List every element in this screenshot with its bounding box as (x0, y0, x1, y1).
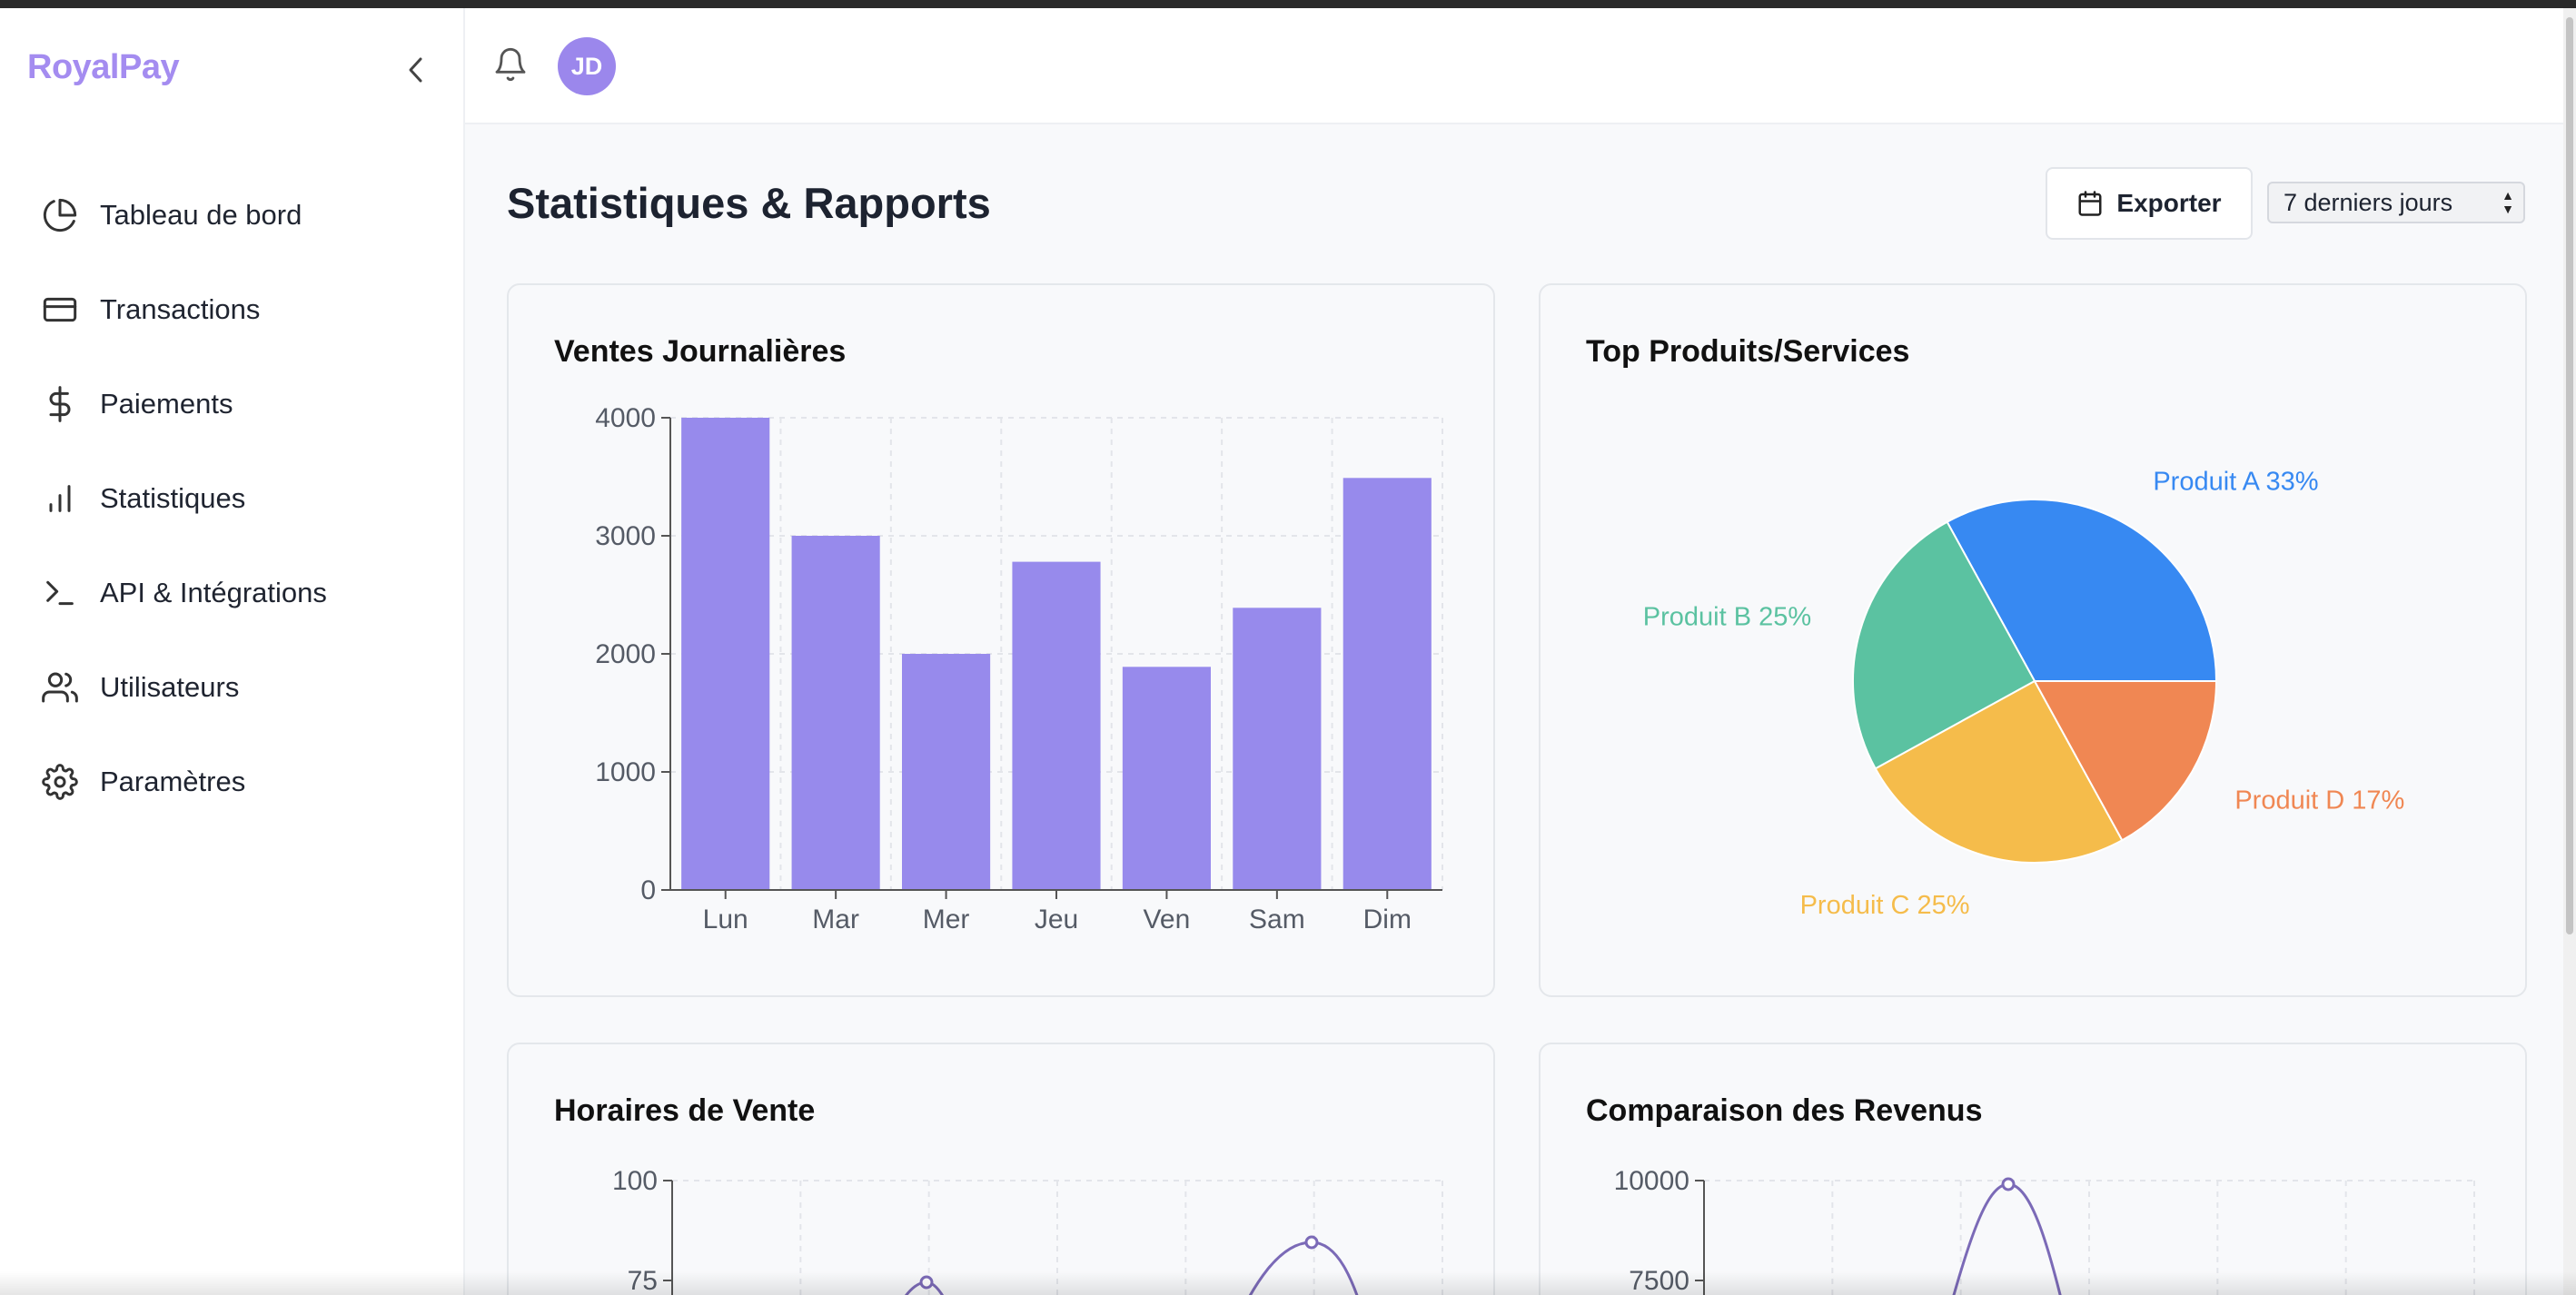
sidebar-item-label: API & Intégrations (100, 577, 327, 608)
bar-ven (1122, 667, 1211, 890)
sales-chart-card: Ventes Journalières 0 1000 2000 3000 4000 Lun… (507, 283, 1495, 997)
x-tick-label: Mer (923, 905, 970, 934)
sidebar-nav: Tableau de bord Transactions Paiements (0, 168, 465, 829)
data-point (919, 1275, 934, 1290)
period-select-value: 7 derniers jours (2284, 188, 2453, 216)
bar-mar (791, 536, 880, 890)
pie-label: Produit B 25% (1643, 603, 1811, 632)
x-tick-label: Mar (812, 905, 859, 934)
sidebar-item-api[interactable]: API & Intégrations (0, 546, 465, 640)
page-scrollbar[interactable] (2563, 8, 2576, 1295)
card-title: Comparaison des Revenus (1586, 1093, 1983, 1128)
export-button[interactable]: Exporter (2046, 167, 2253, 240)
user-avatar[interactable]: JD (558, 37, 616, 95)
top-header: JD (465, 8, 2576, 124)
x-tick-label: Jeu (1035, 905, 1078, 934)
sidebar-item-payments[interactable]: Paiements (0, 357, 465, 451)
revenue-chart-card: Comparaison des Revenus 10000 7500 (1539, 1043, 2527, 1295)
y-tick-label: 10000 (1614, 1166, 1689, 1196)
bottom-shadow (0, 1271, 2576, 1295)
pie-slice-produit-b (1852, 520, 2036, 770)
hours-chart-card: Horaires de Vente 100 75 (507, 1043, 1495, 1295)
data-point (1304, 1235, 1319, 1250)
pie-slice-produit-c (1874, 679, 2124, 864)
revenue-line-chart: 10000 7500 (1614, 1166, 2475, 1295)
bar-mer (902, 654, 991, 890)
sidebar-item-transactions[interactable]: Transactions (0, 262, 465, 357)
bar-sam (1233, 608, 1322, 890)
select-arrows-icon: ▲ ▼ (2502, 188, 2514, 216)
gear-icon (40, 762, 80, 802)
hours-line-chart: 100 75 (612, 1166, 1443, 1295)
credit-card-icon (40, 290, 80, 330)
y-tick-label: 4000 (595, 403, 656, 433)
notifications-button[interactable] (492, 44, 532, 88)
products-chart-card: Top Produits/Services Produit A 33% Produ… (1539, 283, 2527, 997)
chevron-left-icon (409, 57, 422, 83)
y-tick-label: 1000 (595, 757, 656, 787)
sidebar-item-label: Statistiques (100, 482, 246, 514)
brand-logo[interactable]: RoyalPay (27, 48, 180, 86)
y-tick-label: 75 (628, 1266, 658, 1295)
bar-lun (681, 418, 770, 890)
pie-label: Produit A 33% (2153, 468, 2318, 497)
pie-slice-produit-a (1946, 499, 2218, 682)
y-tick-label: 7500 (1629, 1266, 1689, 1295)
sidebar-item-statistics[interactable]: Statistiques (0, 451, 465, 546)
bar-chart-icon (40, 479, 80, 519)
bell-icon (495, 47, 526, 82)
window-top-strip (0, 0, 2576, 8)
sales-bar-chart: 0 1000 2000 3000 4000 Lun Mar Mer Jeu Ven Sam Dim (595, 403, 1443, 934)
sidebar-item-dashboard[interactable]: Tableau de bord (0, 168, 465, 262)
y-tick-label: 100 (612, 1166, 658, 1196)
page-title: Statistiques & Rapports (507, 179, 991, 227)
x-tick-label: Lun (703, 905, 748, 934)
sidebar-item-label: Tableau de bord (100, 199, 302, 231)
pie-label: Produit D 17% (2234, 786, 2404, 815)
sidebar: RoyalPay Tableau de bord Transactions (0, 8, 465, 1295)
card-title: Horaires de Vente (554, 1093, 816, 1128)
x-tick-label: Dim (1363, 905, 1412, 934)
collapse-sidebar-button[interactable] (400, 54, 432, 86)
users-icon (40, 667, 80, 707)
scrollbar-thumb[interactable] (2566, 17, 2573, 934)
card-title: Top Produits/Services (1586, 334, 1910, 369)
sidebar-item-label: Transactions (100, 293, 261, 325)
dollar-icon (40, 384, 80, 424)
sidebar-item-users[interactable]: Utilisateurs (0, 640, 465, 735)
data-point (2001, 1177, 2016, 1191)
calendar-icon (2078, 191, 2102, 216)
pie-chart-icon (40, 195, 80, 235)
products-pie-chart: Produit A 33% Produit B 25% Produit C 25% P… (1643, 468, 2405, 920)
export-button-label: Exporter (2116, 189, 2222, 217)
card-title: Ventes Journalières (554, 334, 847, 369)
period-select[interactable]: 7 derniers jours ▲ ▼ (2267, 182, 2525, 223)
pie-label: Produit C 25% (1800, 891, 1970, 920)
y-tick-label: 0 (640, 875, 656, 905)
sidebar-item-label: Utilisateurs (100, 671, 240, 703)
x-tick-label: Sam (1249, 905, 1305, 934)
bar-dim (1342, 478, 1432, 890)
sidebar-item-settings[interactable]: Paramètres (0, 735, 465, 829)
terminal-icon (40, 573, 80, 613)
sidebar-item-label: Paramètres (100, 766, 246, 797)
pie-slice-produit-d (2033, 680, 2218, 842)
x-tick-label: Ven (1144, 905, 1191, 934)
y-tick-label: 2000 (595, 639, 656, 669)
bar-jeu (1012, 561, 1101, 890)
sidebar-item-label: Paiements (100, 388, 233, 420)
y-tick-label: 3000 (595, 521, 656, 551)
